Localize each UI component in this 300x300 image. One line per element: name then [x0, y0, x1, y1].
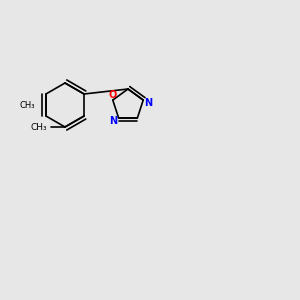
Text: CH₃: CH₃ [30, 122, 47, 131]
Text: N: N [110, 116, 118, 126]
Text: O: O [109, 90, 117, 100]
Text: CH₃: CH₃ [20, 100, 35, 109]
Text: N: N [144, 98, 152, 108]
